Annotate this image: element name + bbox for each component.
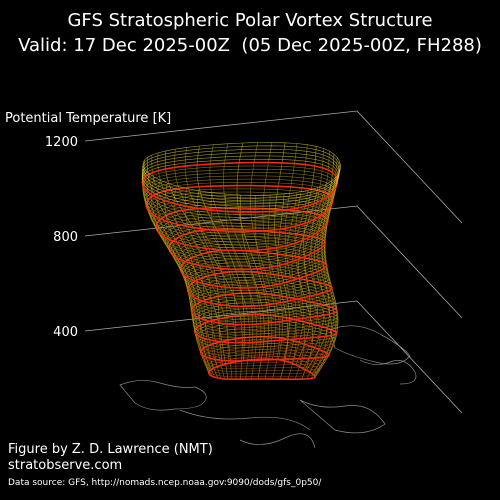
grid-line	[84, 205, 463, 319]
vortex-ring	[202, 342, 326, 367]
vortex-ring	[191, 298, 339, 331]
vortex-strand	[291, 144, 308, 364]
vortex-strand	[209, 144, 254, 360]
vortex-ring	[179, 249, 328, 289]
axis-label: Potential Temperature [K]	[5, 111, 171, 126]
vortex-ring	[203, 345, 324, 370]
credit: stratobserve.com	[8, 458, 122, 473]
credit: Figure by Z. D. Lawrence (NMT)	[8, 442, 213, 457]
vortex-ring	[196, 323, 335, 351]
vortex-ring	[195, 317, 337, 346]
vortex-ring	[190, 286, 337, 320]
vortex-strand	[284, 192, 298, 380]
vortex-ring	[141, 158, 339, 210]
vortex-ring	[190, 289, 337, 323]
grid-line	[84, 110, 463, 224]
vortex-ring	[144, 182, 334, 230]
coastline	[299, 399, 386, 434]
vortex-ring	[186, 270, 333, 308]
vortex-ring	[205, 352, 320, 375]
chart-title: GFS Stratospheric Polar Vortex Structure	[67, 10, 432, 31]
vortex-strand	[299, 148, 324, 367]
vortex-strand	[150, 177, 222, 379]
vortex-strand	[173, 185, 233, 380]
vortex-ring	[172, 234, 326, 276]
coastline	[329, 325, 411, 365]
vortex-strand	[147, 157, 211, 371]
vortex-ring	[166, 225, 326, 268]
vortex-ring	[161, 216, 327, 260]
z-tick-label: 400	[53, 325, 78, 340]
vortex-ring	[192, 301, 339, 333]
vortex-strand	[156, 180, 225, 379]
vortex-ring	[197, 326, 334, 354]
vortex-strand	[174, 149, 230, 364]
vortex-strand	[250, 142, 277, 360]
coastline	[119, 380, 207, 411]
vortex-ring	[181, 253, 328, 292]
grid-line	[84, 300, 463, 414]
coastline	[239, 433, 316, 449]
vortex-strand	[210, 192, 250, 380]
vortex-ring	[141, 152, 340, 205]
vortex-ring	[157, 210, 328, 254]
vortex-ring	[193, 311, 338, 341]
credit: Data source: GFS, http://nomads.ncep.noa…	[8, 478, 322, 488]
vortex	[141, 142, 341, 381]
vortex-strand	[314, 173, 340, 378]
coastlines	[119, 325, 417, 449]
vortex-ring	[195, 320, 336, 349]
vortex-ring	[198, 330, 333, 357]
vortex-strand	[196, 145, 245, 361]
coastline	[179, 409, 311, 431]
vortex-ring	[201, 339, 328, 364]
z-tick-label: 1200	[45, 135, 78, 150]
vortex-strand	[302, 151, 330, 369]
vortex-ring	[149, 194, 331, 241]
vortex-ring	[145, 184, 334, 233]
z-tick-label: 800	[53, 230, 78, 245]
vortex-strand	[284, 143, 298, 362]
vortex-ring	[164, 222, 326, 265]
chart-subtitle: Valid: 17 Dec 2025-00Z (05 Dec 2025-00Z,…	[18, 35, 482, 56]
vortex-ring	[168, 228, 327, 271]
vortex-ring	[199, 333, 331, 359]
vortex-ring	[204, 349, 322, 372]
vortex-strand	[303, 184, 326, 380]
vortex-ring	[190, 292, 338, 326]
vortex-ring	[159, 213, 328, 257]
vortex-ring	[141, 161, 339, 213]
vortex-strand	[223, 143, 262, 360]
vortex-ring	[142, 142, 341, 196]
vortex-ring	[199, 335, 331, 362]
vortex-ring	[173, 237, 326, 278]
vortex-ring	[142, 145, 341, 199]
vortex-strand	[239, 194, 265, 380]
vortex-ring	[141, 155, 339, 207]
coastline	[359, 359, 417, 385]
vortex-strand	[277, 193, 289, 380]
vortex-ring	[142, 148, 340, 202]
vortex-ring	[178, 247, 327, 286]
